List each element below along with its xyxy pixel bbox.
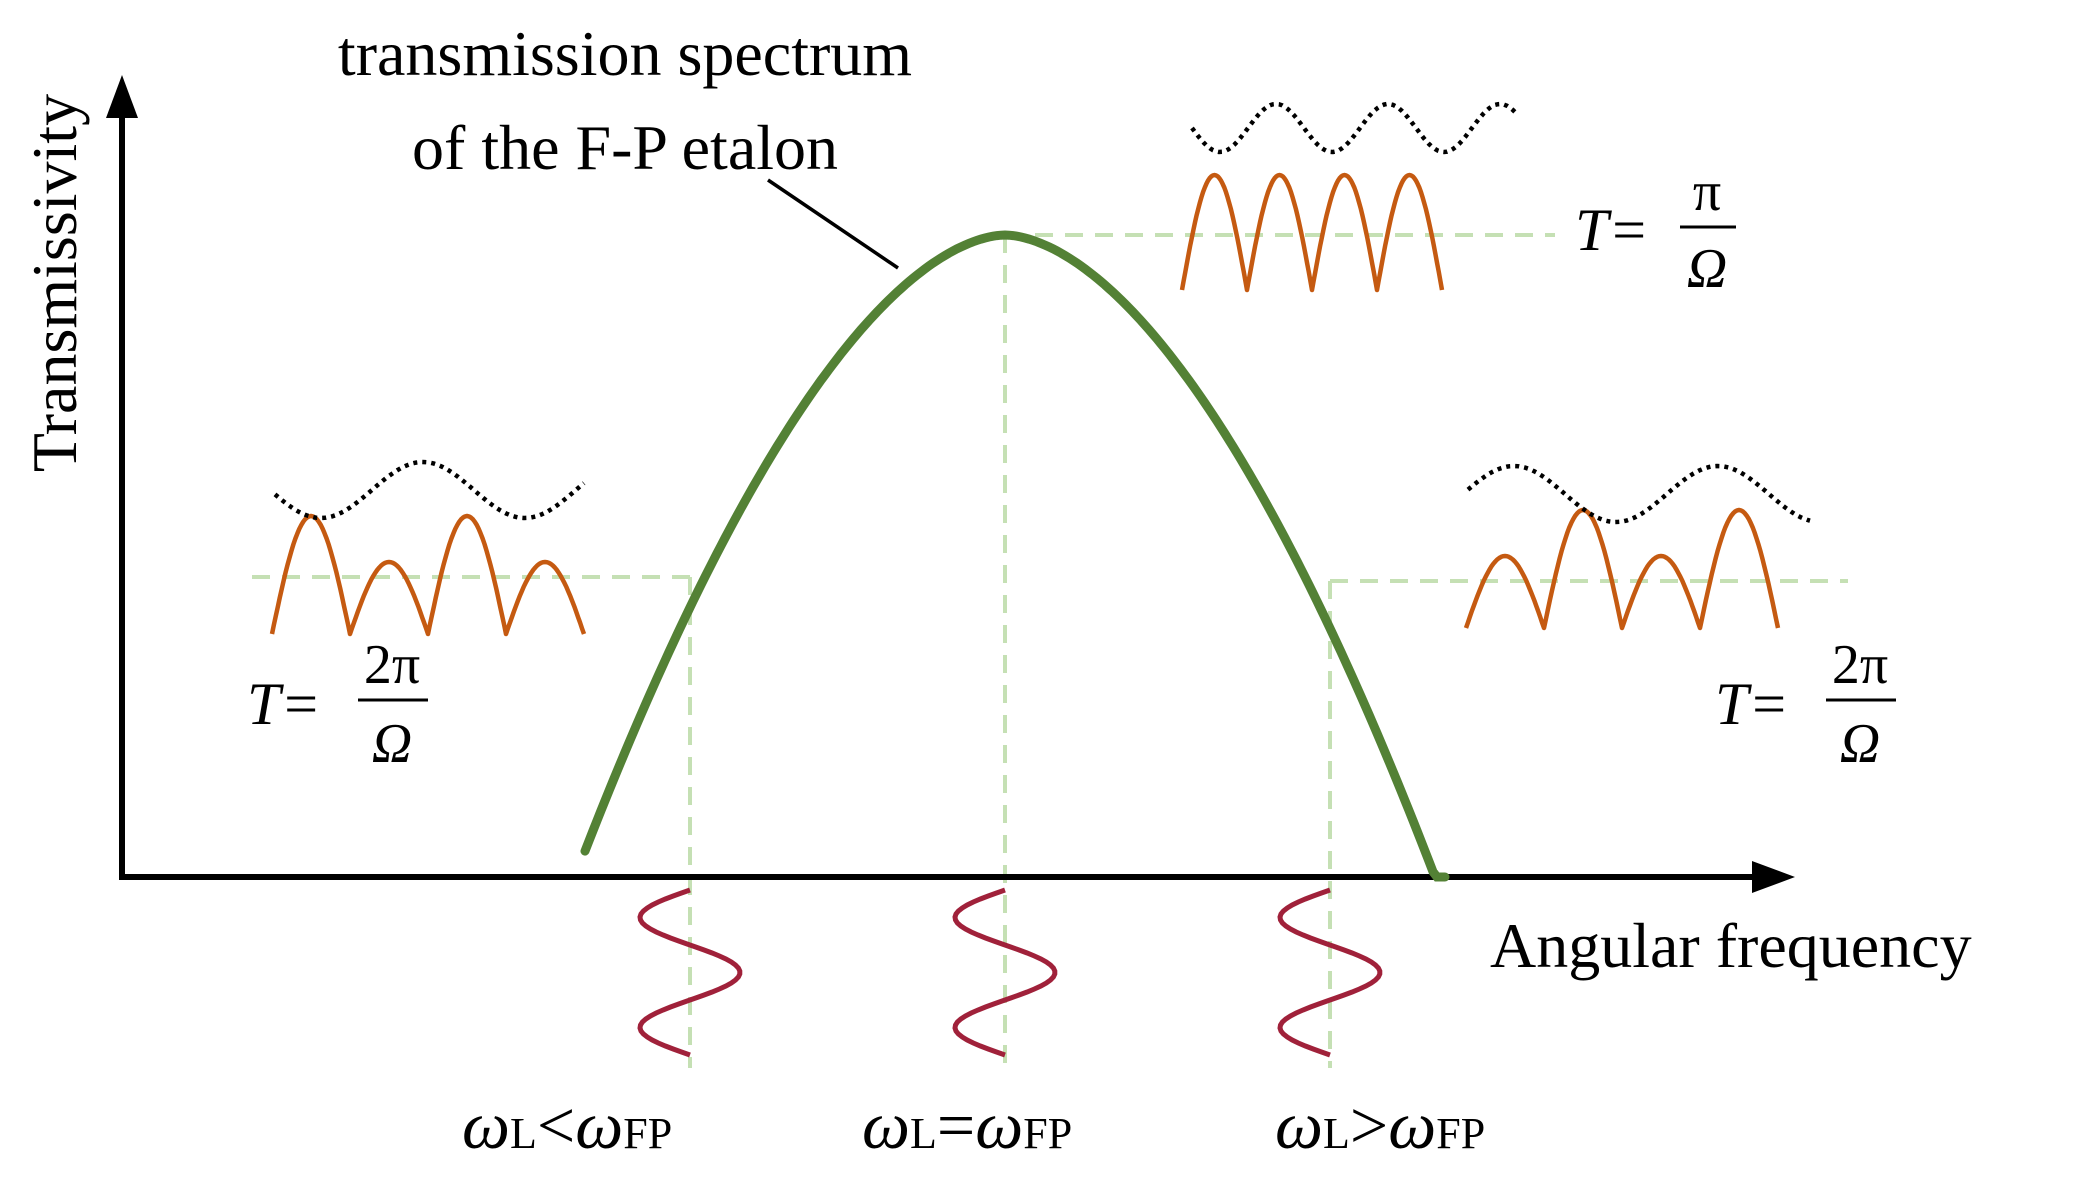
condition-left-omega-fp: ω xyxy=(575,1087,623,1163)
equation-center-numerator: π xyxy=(1693,161,1721,223)
equation-left-denominator: Ω xyxy=(372,713,413,775)
condition-center-sub-fp: FP xyxy=(1023,1109,1072,1158)
curve-title-line2: of the F-P etalon xyxy=(412,112,838,183)
envelopes xyxy=(273,101,1811,525)
equation-center-lhs: T= xyxy=(1575,197,1649,263)
equation-left-lhs: T= xyxy=(247,671,321,737)
laser-wave-center xyxy=(952,887,1058,1058)
guide-lines xyxy=(252,233,1848,1068)
equation-center-denominator: Ω xyxy=(1687,238,1728,300)
equation-left-numerator: 2π xyxy=(364,634,420,696)
envelope-right xyxy=(1466,463,1811,525)
condition-left-sub-l: L xyxy=(510,1109,537,1158)
condition-center-omega-l: ω xyxy=(862,1087,910,1163)
condition-right-omega-l: ω xyxy=(1275,1087,1323,1163)
laser-wave-right xyxy=(1277,887,1383,1058)
condition-center-operator: = xyxy=(937,1087,975,1163)
equation-center: T= π Ω xyxy=(1575,161,1736,300)
axes xyxy=(106,75,1795,893)
equation-right-lhs: T= xyxy=(1715,671,1789,737)
equation-right: T= 2π Ω xyxy=(1715,634,1896,775)
x-axis-title: Angular frequency xyxy=(1490,910,1972,981)
y-axis-arrow xyxy=(106,75,138,118)
curve-pointer-line xyxy=(767,178,899,270)
x-axis-arrow xyxy=(1752,861,1795,893)
condition-left-operator: < xyxy=(537,1087,575,1163)
transmitted-waveforms xyxy=(269,172,1781,637)
condition-right: ωL>ωFP xyxy=(1275,1087,1485,1163)
equation-right-numerator: 2π xyxy=(1832,634,1888,696)
condition-right-sub-fp: FP xyxy=(1436,1109,1485,1158)
condition-right-sub-l: L xyxy=(1323,1109,1350,1158)
condition-left: ωL<ωFP xyxy=(462,1087,672,1163)
condition-left-sub-fp: FP xyxy=(623,1109,672,1158)
transmitted-wave-left xyxy=(269,513,587,637)
curve-title-line1: transmission spectrum xyxy=(338,18,912,89)
laser-wave-left xyxy=(637,887,743,1058)
transmitted-wave-center xyxy=(1179,172,1445,293)
equation-right-denominator: Ω xyxy=(1840,713,1881,775)
envelope-center xyxy=(1190,101,1518,155)
condition-center-omega-fp: ω xyxy=(975,1087,1023,1163)
condition-center: ωL=ωFP xyxy=(862,1087,1072,1163)
condition-left-omega-l: ω xyxy=(462,1087,510,1163)
transmission-spectrum-curve xyxy=(580,230,1450,882)
equation-left: T= 2π Ω xyxy=(247,634,428,775)
transmitted-wave-right xyxy=(1463,507,1781,631)
laser-waves xyxy=(637,887,1383,1058)
condition-right-omega-fp: ω xyxy=(1388,1087,1436,1163)
envelope-left xyxy=(273,459,586,521)
condition-right-operator: > xyxy=(1350,1087,1388,1163)
condition-center-sub-l: L xyxy=(910,1109,937,1158)
y-axis-title: Transmissivity xyxy=(19,94,90,472)
